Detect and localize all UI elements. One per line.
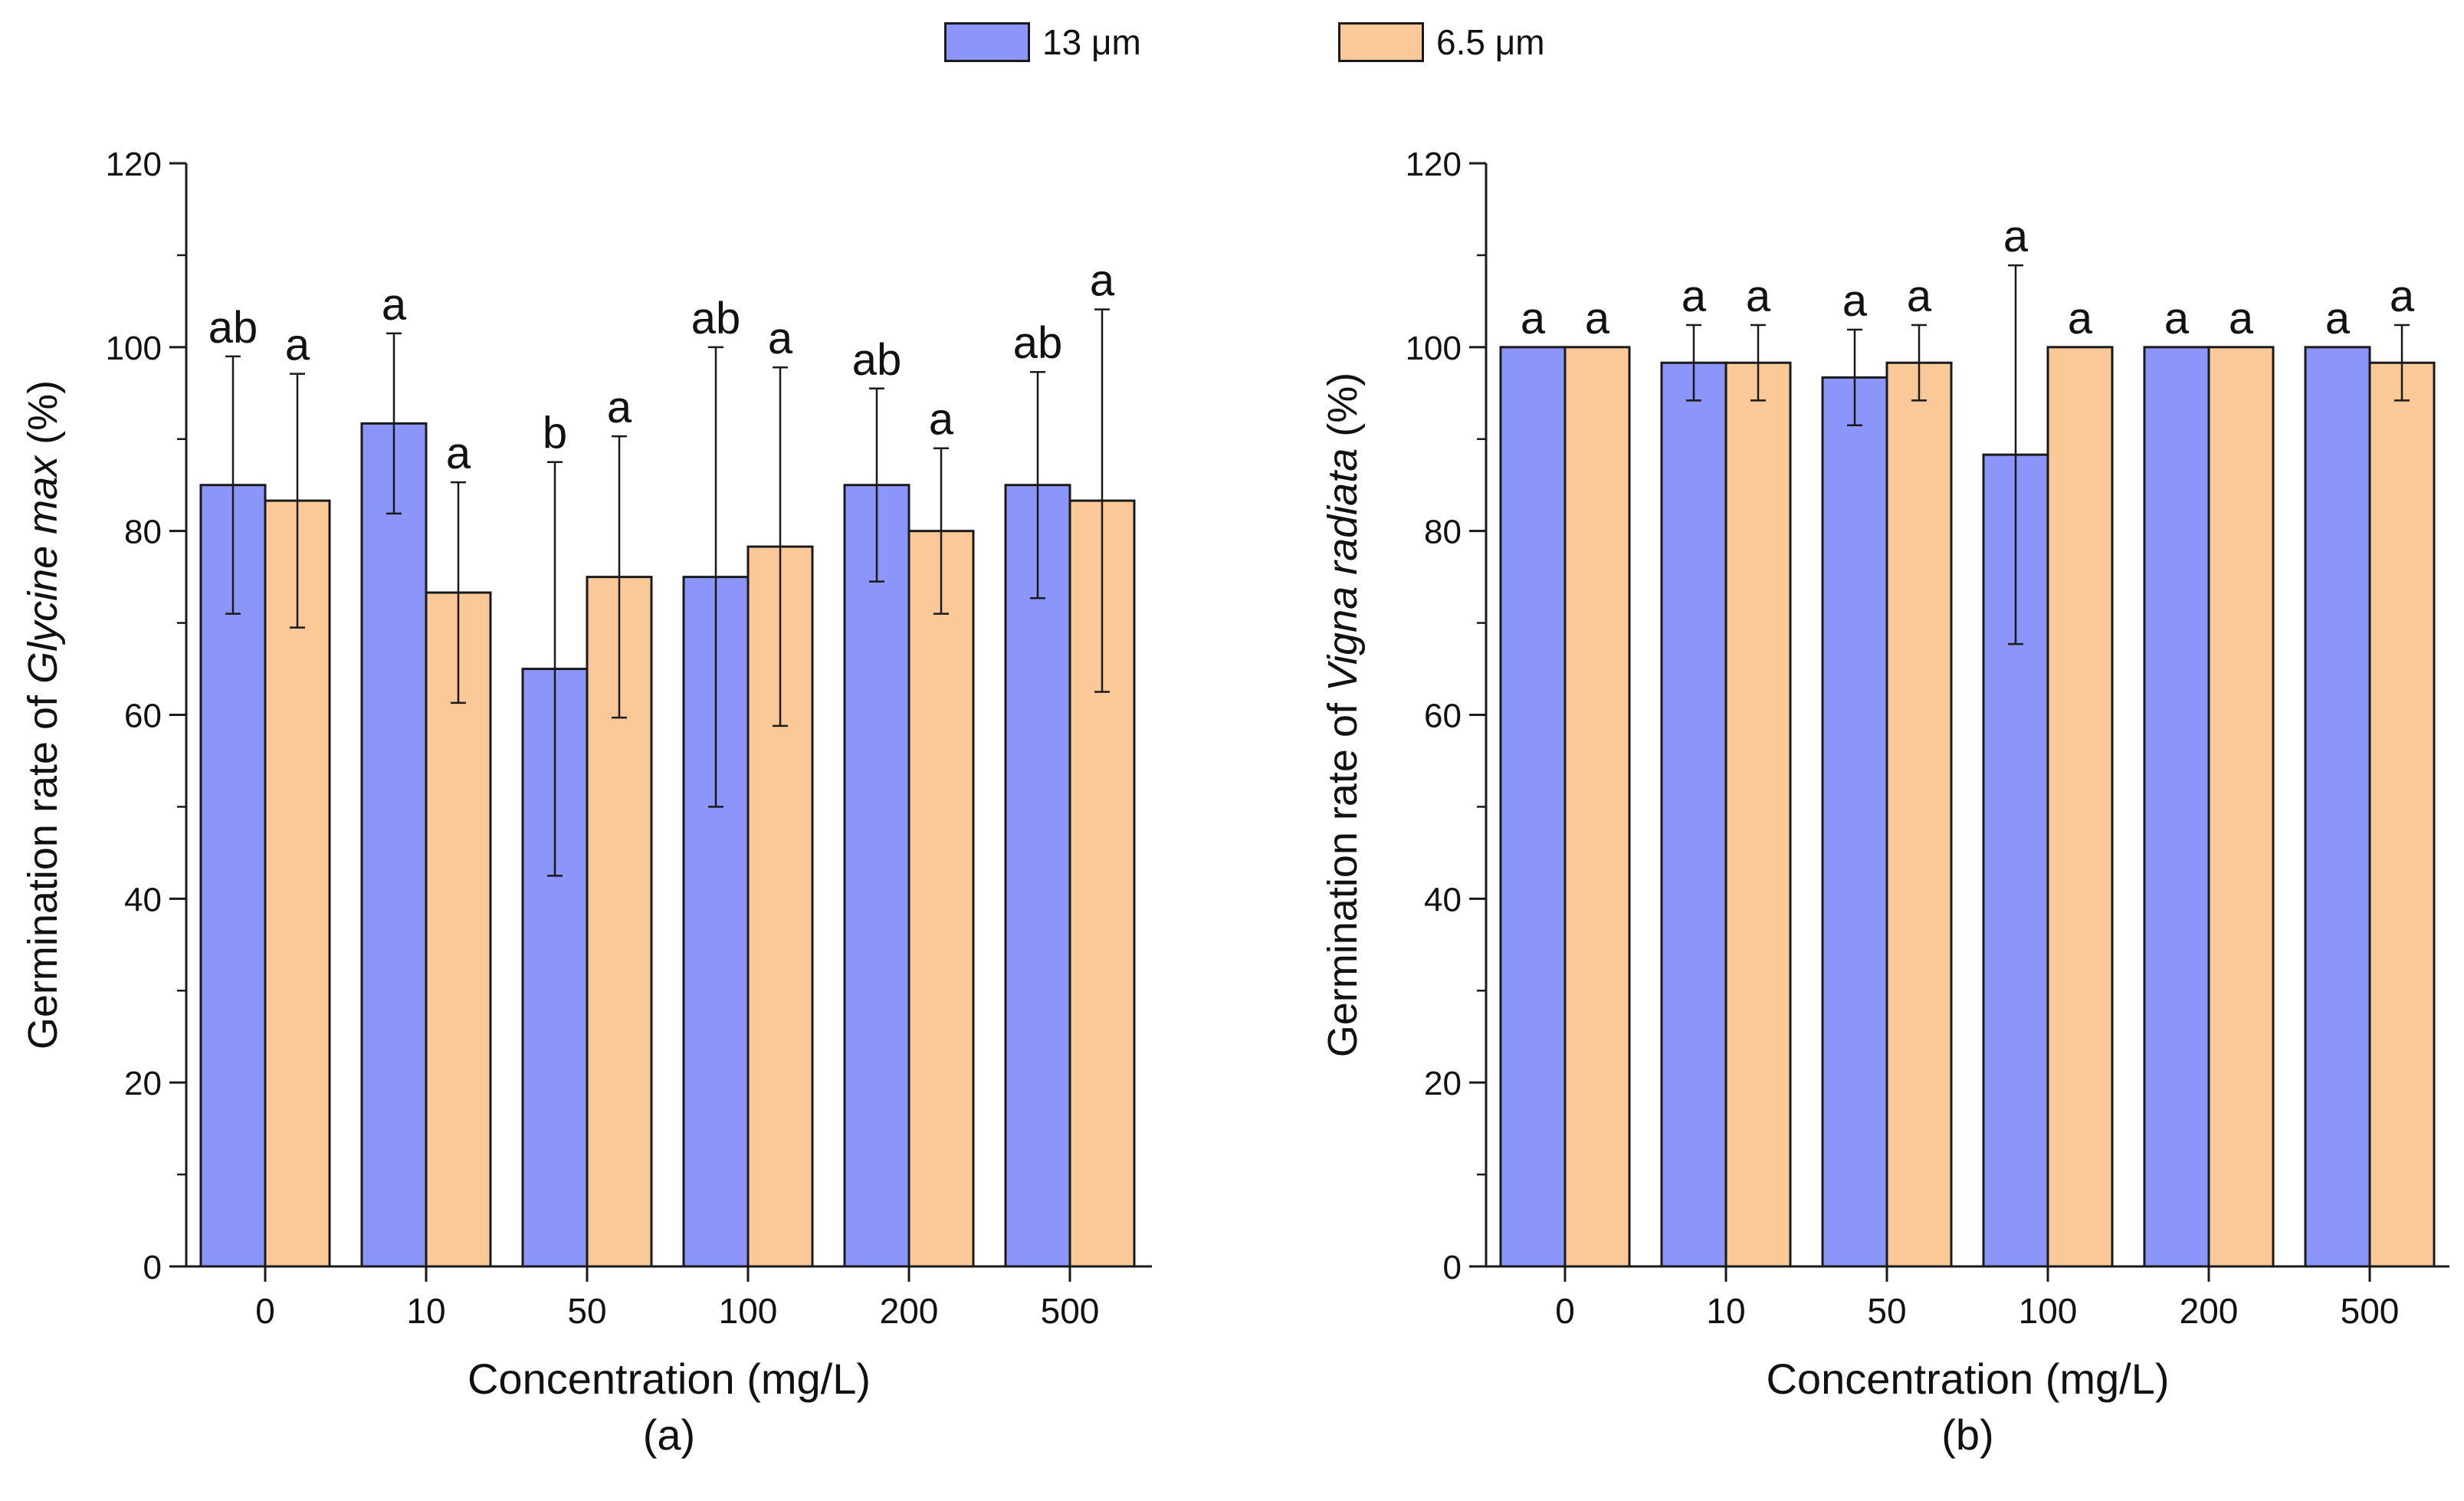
bar-6-5um-200 xyxy=(907,530,975,1268)
bar-13um-500 xyxy=(2304,346,2371,1268)
significance-letter: a xyxy=(1521,294,1546,343)
y-tick-label: 60 xyxy=(124,698,162,735)
bar-6-5um-100 xyxy=(2046,346,2114,1268)
significance-letter: a xyxy=(2068,294,2093,343)
y-axis-label-prefix: Germination rate of xyxy=(20,684,66,1049)
bar-13um-200 xyxy=(843,484,910,1268)
significance-letter: ab xyxy=(1013,318,1063,368)
y-tick-label: 0 xyxy=(143,1249,162,1286)
legend-swatch-13um xyxy=(944,22,1030,62)
x-axis-label: Concentration (mg/L) xyxy=(468,1355,871,1403)
y-tick-label: 20 xyxy=(124,1065,162,1102)
x-tick-label: 50 xyxy=(1867,1291,1906,1331)
significance-letter: a xyxy=(768,314,793,363)
significance-letter: a xyxy=(2229,294,2254,343)
x-tick-label: 100 xyxy=(2019,1291,2078,1331)
y-tick-label: 80 xyxy=(124,514,162,551)
x-axis-label: Concentration (mg/L) xyxy=(1766,1355,2169,1403)
significance-letter: a xyxy=(1746,271,1771,321)
x-tick-label: 10 xyxy=(1706,1291,1745,1331)
y-tick-label: 20 xyxy=(1424,1065,1462,1102)
significance-letter: a xyxy=(382,280,407,330)
bar-13um-500 xyxy=(1004,484,1071,1268)
y-tick-label: 100 xyxy=(106,330,162,367)
significance-letter: b xyxy=(543,409,567,458)
y-axis-label-suffix: (%) xyxy=(20,380,66,456)
significance-letter: a xyxy=(1681,271,1707,321)
bar-6-5um-0 xyxy=(1563,346,1631,1268)
significance-letter: a xyxy=(607,383,632,432)
y-axis-label: Germination rate of Glycine max (%) xyxy=(20,380,66,1049)
significance-letter: a xyxy=(446,429,471,478)
significance-letter: a xyxy=(2325,294,2351,343)
legend-label-13um: 13 μm xyxy=(1042,22,1141,62)
legend-label-6-5um: 6.5 μm xyxy=(1436,22,1545,62)
x-tick-label: 10 xyxy=(406,1291,445,1331)
y-tick-label: 40 xyxy=(1424,881,1462,918)
y-tick-label: 0 xyxy=(1443,1249,1462,1286)
x-tick-label: 100 xyxy=(719,1291,778,1331)
y-axis-label: Germination rate of Vigna radiata (%) xyxy=(1320,373,1366,1057)
x-tick-label: 0 xyxy=(1555,1291,1575,1331)
significance-letter: a xyxy=(2003,212,2029,261)
y-tick-label: 100 xyxy=(1406,330,1462,367)
bar-6-5um-10 xyxy=(425,591,492,1268)
significance-letter: ab xyxy=(691,294,741,343)
x-tick-label: 500 xyxy=(1041,1291,1100,1331)
significance-letter: a xyxy=(285,320,310,370)
x-tick-label: 50 xyxy=(567,1291,606,1331)
significance-letter: ab xyxy=(852,335,902,385)
x-tick-label: 0 xyxy=(255,1291,275,1331)
bar-6-5um-50 xyxy=(1885,361,1953,1268)
significance-letter: a xyxy=(1907,271,1932,321)
y-tick-label: 80 xyxy=(1424,514,1462,551)
x-tick-label: 200 xyxy=(880,1291,939,1331)
significance-letter: a xyxy=(929,395,954,445)
significance-letter: a xyxy=(2164,294,2190,343)
panel-label: (a) xyxy=(643,1411,695,1459)
y-tick-label: 60 xyxy=(1424,698,1462,735)
legend-item-13um: 13 μm xyxy=(944,21,1141,63)
x-tick-label: 500 xyxy=(2341,1291,2400,1331)
significance-letter: a xyxy=(1090,256,1115,306)
y-axis-label-species: Vigna radiata xyxy=(1320,448,1366,691)
significance-letter: a xyxy=(1842,276,1868,326)
legend-item-6-5um: 6.5 μm xyxy=(1338,21,1545,63)
y-tick-label: 120 xyxy=(106,146,162,183)
x-tick-label: 200 xyxy=(2180,1291,2239,1331)
y-tick-label: 40 xyxy=(124,881,162,918)
significance-letter: a xyxy=(1585,294,1610,343)
y-axis-label-prefix: Germination rate of xyxy=(1320,691,1366,1057)
bar-6-5um-500 xyxy=(2368,361,2436,1268)
y-axis-label-species: Glycine max xyxy=(20,455,66,684)
significance-letter: ab xyxy=(208,303,258,353)
bar-13um-200 xyxy=(2143,346,2210,1268)
bar-13um-10 xyxy=(360,422,428,1268)
panel-label: (b) xyxy=(1941,1411,1993,1459)
bar-13um-50 xyxy=(1821,376,1888,1268)
y-tick-label: 120 xyxy=(1406,146,1462,183)
bar-6-5um-200 xyxy=(2207,346,2275,1268)
legend-swatch-6-5um xyxy=(1338,22,1424,62)
bar-13um-10 xyxy=(1660,361,1727,1268)
y-axis-label-suffix: (%) xyxy=(1320,373,1366,448)
bar-13um-0 xyxy=(1499,346,1567,1268)
significance-letter: a xyxy=(2390,271,2415,321)
bar-6-5um-10 xyxy=(1724,361,1792,1268)
